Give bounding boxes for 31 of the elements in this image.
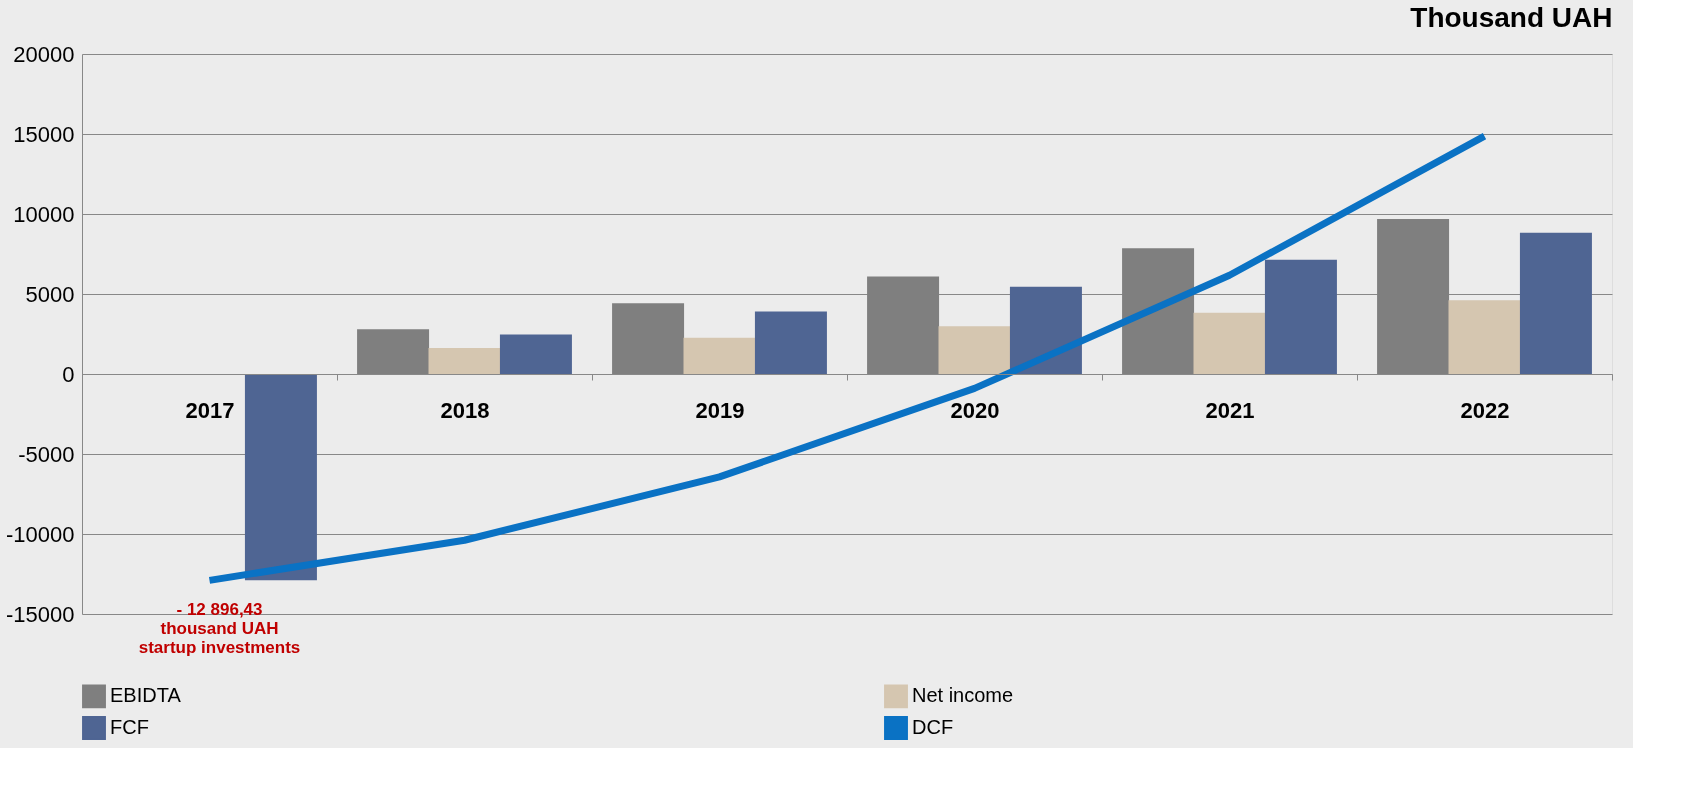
x-tick-label: 2022 [1460,397,1510,423]
bar [428,348,501,374]
x-tick-label: 2020 [950,397,1000,423]
y-tick-label: 20000 [13,41,75,67]
bar [1193,312,1266,374]
bar [938,326,1011,374]
bar [499,334,572,374]
x-tick-label: 2017 [185,397,235,423]
y-tick-label: 0 [62,361,75,387]
y-tick-label: -10000 [5,521,75,547]
legend-label: Net income [912,684,1014,707]
y-tick-label: 10000 [13,201,75,227]
legend-label: EBIDTA [110,684,182,707]
x-tick-label: 2019 [695,397,745,423]
y-tick-label: -15000 [5,601,75,627]
bar [754,311,827,374]
bar [1264,259,1337,374]
x-tick-label: 2018 [440,397,490,423]
bar [683,337,756,374]
y-tick-label: -5000 [18,441,75,467]
bar [1519,232,1592,374]
y-tick-label: 15000 [13,121,75,147]
legend-label: DCF [912,716,954,738]
annotation: - 12 896,43 thousand UAH startup investments [138,600,301,658]
chart-title: Thousand UAH [1410,2,1613,33]
legend-label: FCF [110,716,149,738]
bar [1448,300,1521,374]
x-tick-label: 2021 [1205,397,1255,423]
bar [1009,286,1082,374]
y-tick-label: 5000 [25,281,75,307]
bar [244,374,317,581]
